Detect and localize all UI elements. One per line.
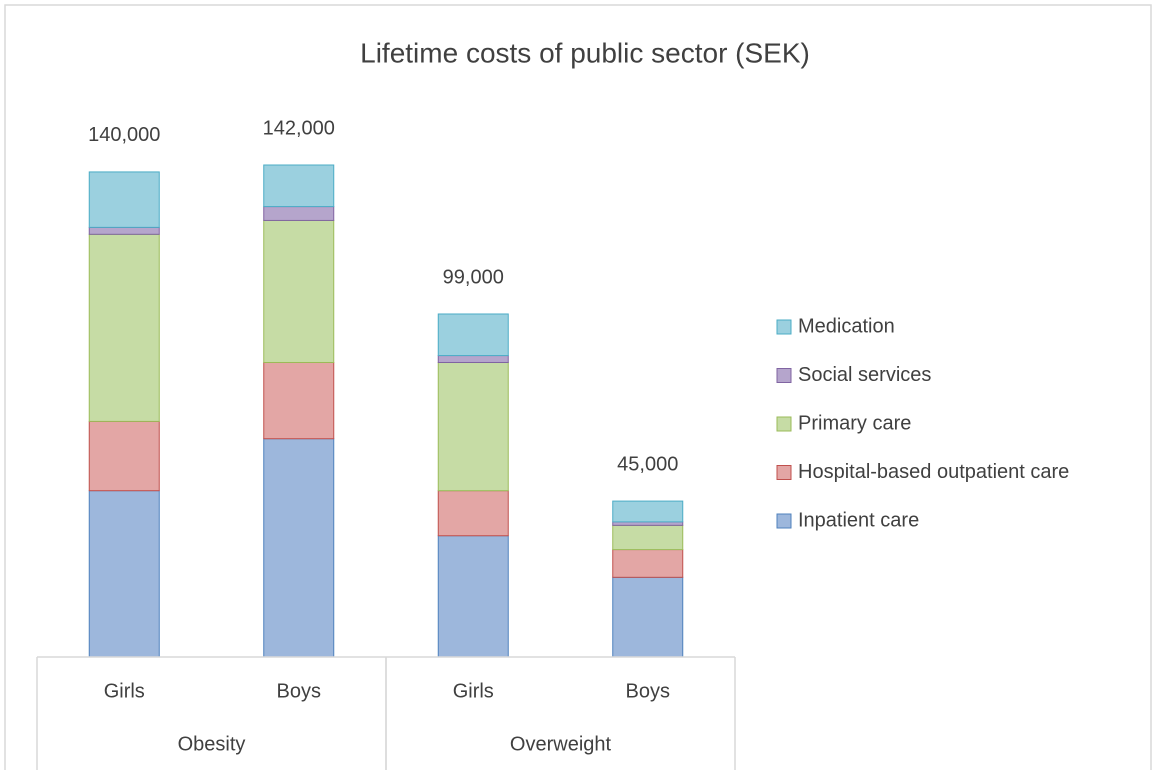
legend-label: Social services [798, 364, 931, 386]
bar-segment [88, 420, 160, 492]
bar-segment [612, 576, 684, 658]
bar-segment [263, 164, 335, 208]
bar-segment [612, 524, 684, 551]
legend-swatch [776, 319, 792, 335]
x-tick-label: Girls [453, 680, 494, 702]
bar-segment [88, 226, 160, 235]
bar-segment [263, 219, 335, 363]
legend-label: Medication [798, 315, 895, 337]
total-label: 140,000 [88, 124, 160, 146]
bar-segment [263, 206, 335, 221]
bar-segment [88, 233, 160, 422]
total-label: 142,000 [263, 117, 335, 139]
x-tick-label: Boys [277, 680, 321, 702]
legend-label: Hospital-based outpatient care [798, 461, 1069, 483]
legend-label: Primary care [798, 412, 911, 434]
bar-segment [88, 490, 160, 658]
legend-swatch [776, 368, 792, 383]
bar-segment [612, 500, 684, 523]
bar-segment [437, 355, 509, 363]
bar-segment [263, 361, 335, 440]
bar-segment [437, 490, 509, 537]
legend-label: Inpatient care [798, 509, 919, 531]
bar-segment [612, 549, 684, 578]
x-tick-label: Girls [104, 680, 145, 702]
legend-swatch [776, 513, 792, 529]
bar-segment [263, 438, 335, 658]
legend-swatch [776, 416, 792, 432]
total-label: 99,000 [443, 266, 504, 288]
chart-title: Lifetime costs of public sector (SEK) [360, 37, 810, 68]
chart-frame [4, 4, 1152, 770]
x-tick-label: Boys [626, 680, 670, 702]
bar-segment [437, 535, 509, 658]
bar-segment [612, 521, 684, 526]
legend-swatch [776, 465, 792, 480]
bar-segment [437, 313, 509, 357]
bar-segment [437, 361, 509, 492]
bar-segment [88, 171, 160, 228]
group-label: Obesity [178, 733, 246, 755]
total-label: 45,000 [617, 453, 678, 475]
group-label: Overweight [510, 733, 612, 755]
